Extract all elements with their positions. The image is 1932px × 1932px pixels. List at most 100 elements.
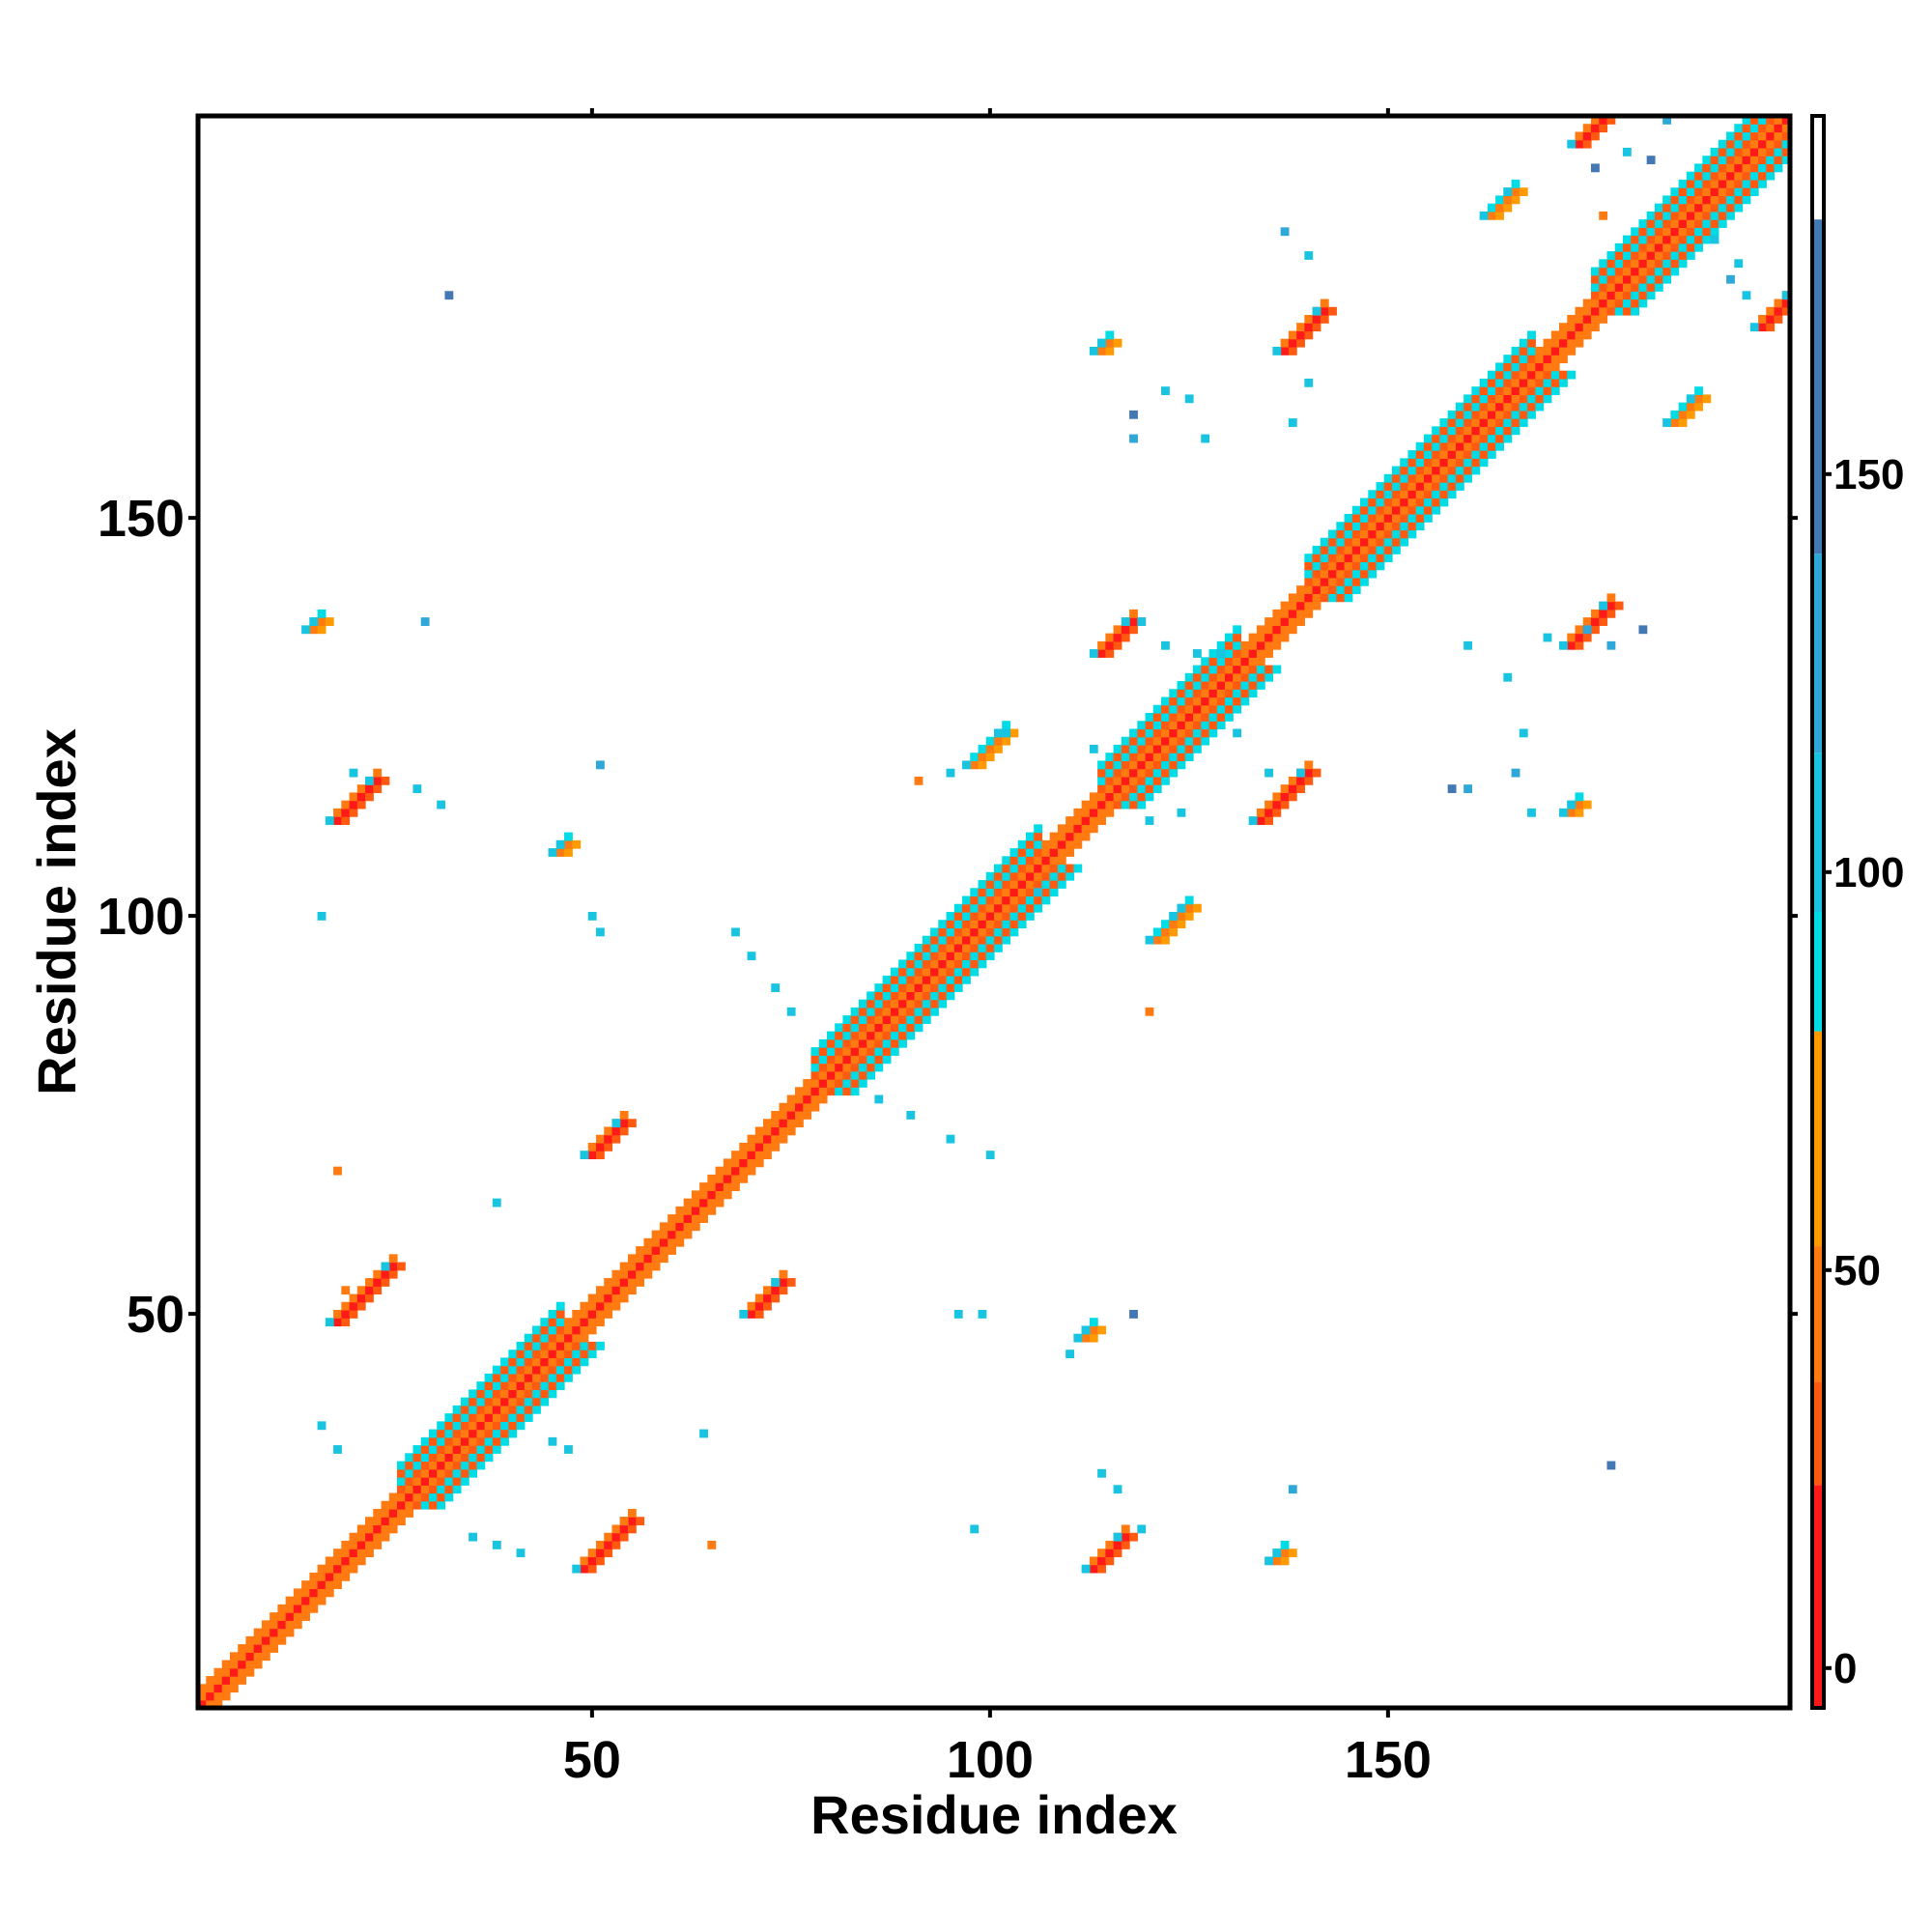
heat-cell (1145, 728, 1154, 738)
heat-cell (1368, 529, 1378, 539)
heat-cell (835, 1063, 844, 1072)
heat-cell (1646, 227, 1656, 237)
heat-cell (1678, 402, 1688, 412)
heat-cell (1288, 330, 1297, 340)
heat-cell (1089, 800, 1098, 810)
heat-cell (763, 1142, 772, 1151)
heat-cell (1550, 338, 1560, 348)
heat-cell (1550, 386, 1560, 395)
heat-cell (786, 1126, 796, 1136)
heat-cell (1017, 871, 1027, 881)
heat-cell (668, 1222, 676, 1232)
heat-cell (1360, 497, 1369, 507)
heat-cell (1495, 394, 1504, 404)
heat-cell (341, 1548, 351, 1558)
heat-cell (1376, 490, 1385, 499)
heat-cell (540, 1341, 550, 1350)
heat-cell (1710, 219, 1719, 228)
heat-cell (1002, 935, 1011, 945)
heat-cell (1351, 514, 1361, 523)
heat-cell (1320, 537, 1329, 547)
heat-cell (890, 1007, 899, 1016)
heat-cell (548, 1318, 557, 1327)
heat-cell (1201, 721, 1210, 730)
heat-cell (818, 1079, 828, 1088)
heat-cell (842, 1015, 852, 1024)
heat-cell (333, 816, 342, 825)
heat-cell (1041, 895, 1051, 905)
heat-cell (890, 1047, 899, 1056)
heat-cell (1407, 473, 1417, 483)
heat-cell (779, 1102, 788, 1112)
colorbar-frame (1810, 114, 1826, 1710)
heat-cell (1248, 633, 1258, 642)
heat-cell (1057, 839, 1066, 849)
heat-cell (1686, 394, 1695, 404)
heat-cell (1479, 426, 1489, 436)
heat-cell (428, 1468, 438, 1478)
heat-cell (1105, 330, 1115, 340)
heat-cell (596, 1556, 605, 1566)
heat-cell (1781, 147, 1791, 156)
heat-cell (325, 1572, 334, 1581)
heat-cell (1256, 633, 1265, 642)
heat-cell (1208, 665, 1218, 674)
heat-cell (1702, 179, 1712, 188)
heat-cell (500, 1436, 509, 1446)
heat-cell (970, 760, 980, 770)
heat-cell (444, 1492, 454, 1502)
heat-cell (1272, 808, 1282, 817)
heat-cell (651, 1246, 661, 1255)
heat-cell (365, 1524, 374, 1534)
heat-cell (699, 1190, 708, 1200)
heat-cell (341, 1301, 351, 1311)
heat-cell (1152, 768, 1162, 778)
heat-cell (1749, 124, 1759, 133)
heat-cell (627, 1509, 637, 1518)
heat-cell (922, 967, 931, 977)
heat-cell (333, 1166, 342, 1176)
heat-cell (524, 1350, 533, 1359)
heat-cell (341, 1564, 351, 1574)
heat-cell (1320, 585, 1329, 594)
heat-cell (1049, 864, 1059, 873)
heat-cell (1360, 537, 1369, 547)
heat-cell (1766, 124, 1776, 133)
heat-cell (922, 999, 931, 1009)
heat-cell (1208, 672, 1218, 682)
heat-cell (930, 927, 939, 937)
heat-cell (1678, 227, 1688, 237)
heat-cell (405, 1485, 414, 1494)
heat-cell (1535, 362, 1545, 372)
heat-cell (1511, 370, 1520, 380)
heat-cell (564, 1325, 573, 1335)
heat-cell (428, 1453, 438, 1463)
heat-cell (1766, 131, 1776, 141)
heat-cell (524, 1341, 533, 1350)
heat-cell (1256, 625, 1265, 635)
heat-cell (786, 1007, 796, 1016)
heat-cell (1328, 529, 1337, 539)
heat-cell (668, 1214, 676, 1223)
heat-cell (1471, 410, 1481, 419)
heat-cell (953, 912, 963, 921)
heat-cell (1439, 426, 1449, 436)
heat-cell (906, 975, 916, 984)
heat-cell (540, 1365, 550, 1375)
heat-cell (1233, 689, 1242, 698)
heat-cell (1774, 116, 1783, 125)
heat-cell (1009, 848, 1019, 857)
heat-cell (1280, 784, 1290, 793)
heat-cell (1543, 378, 1552, 387)
heat-cell (1487, 402, 1496, 412)
heat-cell (1575, 131, 1584, 141)
heat-cell (325, 1318, 334, 1327)
heat-cell (723, 1158, 732, 1168)
heat-cell (1487, 426, 1496, 436)
heat-cell (540, 1318, 550, 1327)
heat-cell (1280, 800, 1290, 810)
heat-cell (1264, 768, 1273, 778)
heat-cell (1407, 522, 1417, 531)
colorbar-band (1812, 554, 1824, 753)
heat-cell (1694, 235, 1703, 244)
